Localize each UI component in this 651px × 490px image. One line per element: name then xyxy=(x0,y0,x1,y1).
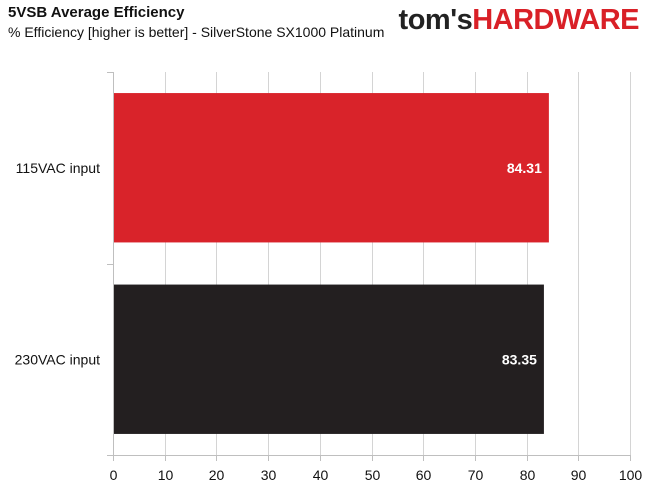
category-label-1: 115VAC input xyxy=(16,160,100,176)
x-tick-label-30: 30 xyxy=(261,467,277,483)
x-tick-label-70: 70 xyxy=(468,467,484,483)
data-label-1: 84.31 xyxy=(507,160,542,176)
category-label-2: 230VAC input xyxy=(15,351,100,367)
x-tick-label-0: 0 xyxy=(110,467,118,483)
x-tick-label-10: 10 xyxy=(158,467,174,483)
x-tick-label-60: 60 xyxy=(416,467,432,483)
labels: 115VAC input 84.31 230VAC input 83.35 0 10 20 3… xyxy=(15,160,643,483)
axes xyxy=(107,72,631,461)
x-tick-label-50: 50 xyxy=(365,467,381,483)
logo-part-toms: tom's xyxy=(398,4,473,36)
toms-hardware-logo: tom'sHARDWARE xyxy=(398,4,640,37)
x-tick-label-40: 40 xyxy=(313,467,329,483)
chart-title: 5VSB Average Efficiency xyxy=(8,4,185,21)
data-label-2: 83.35 xyxy=(502,351,537,367)
chart-subtitle: % Efficiency [higher is better] - Silver… xyxy=(8,24,385,40)
x-tick-label-90: 90 xyxy=(571,467,587,483)
bars xyxy=(113,93,549,434)
x-tick-label-20: 20 xyxy=(209,467,225,483)
x-tick-label-80: 80 xyxy=(520,467,536,483)
bar-2 xyxy=(113,284,544,434)
bar-1 xyxy=(113,93,549,243)
x-tick-label-100: 100 xyxy=(619,467,643,483)
logo-part-hardware: HARDWARE xyxy=(472,4,639,36)
